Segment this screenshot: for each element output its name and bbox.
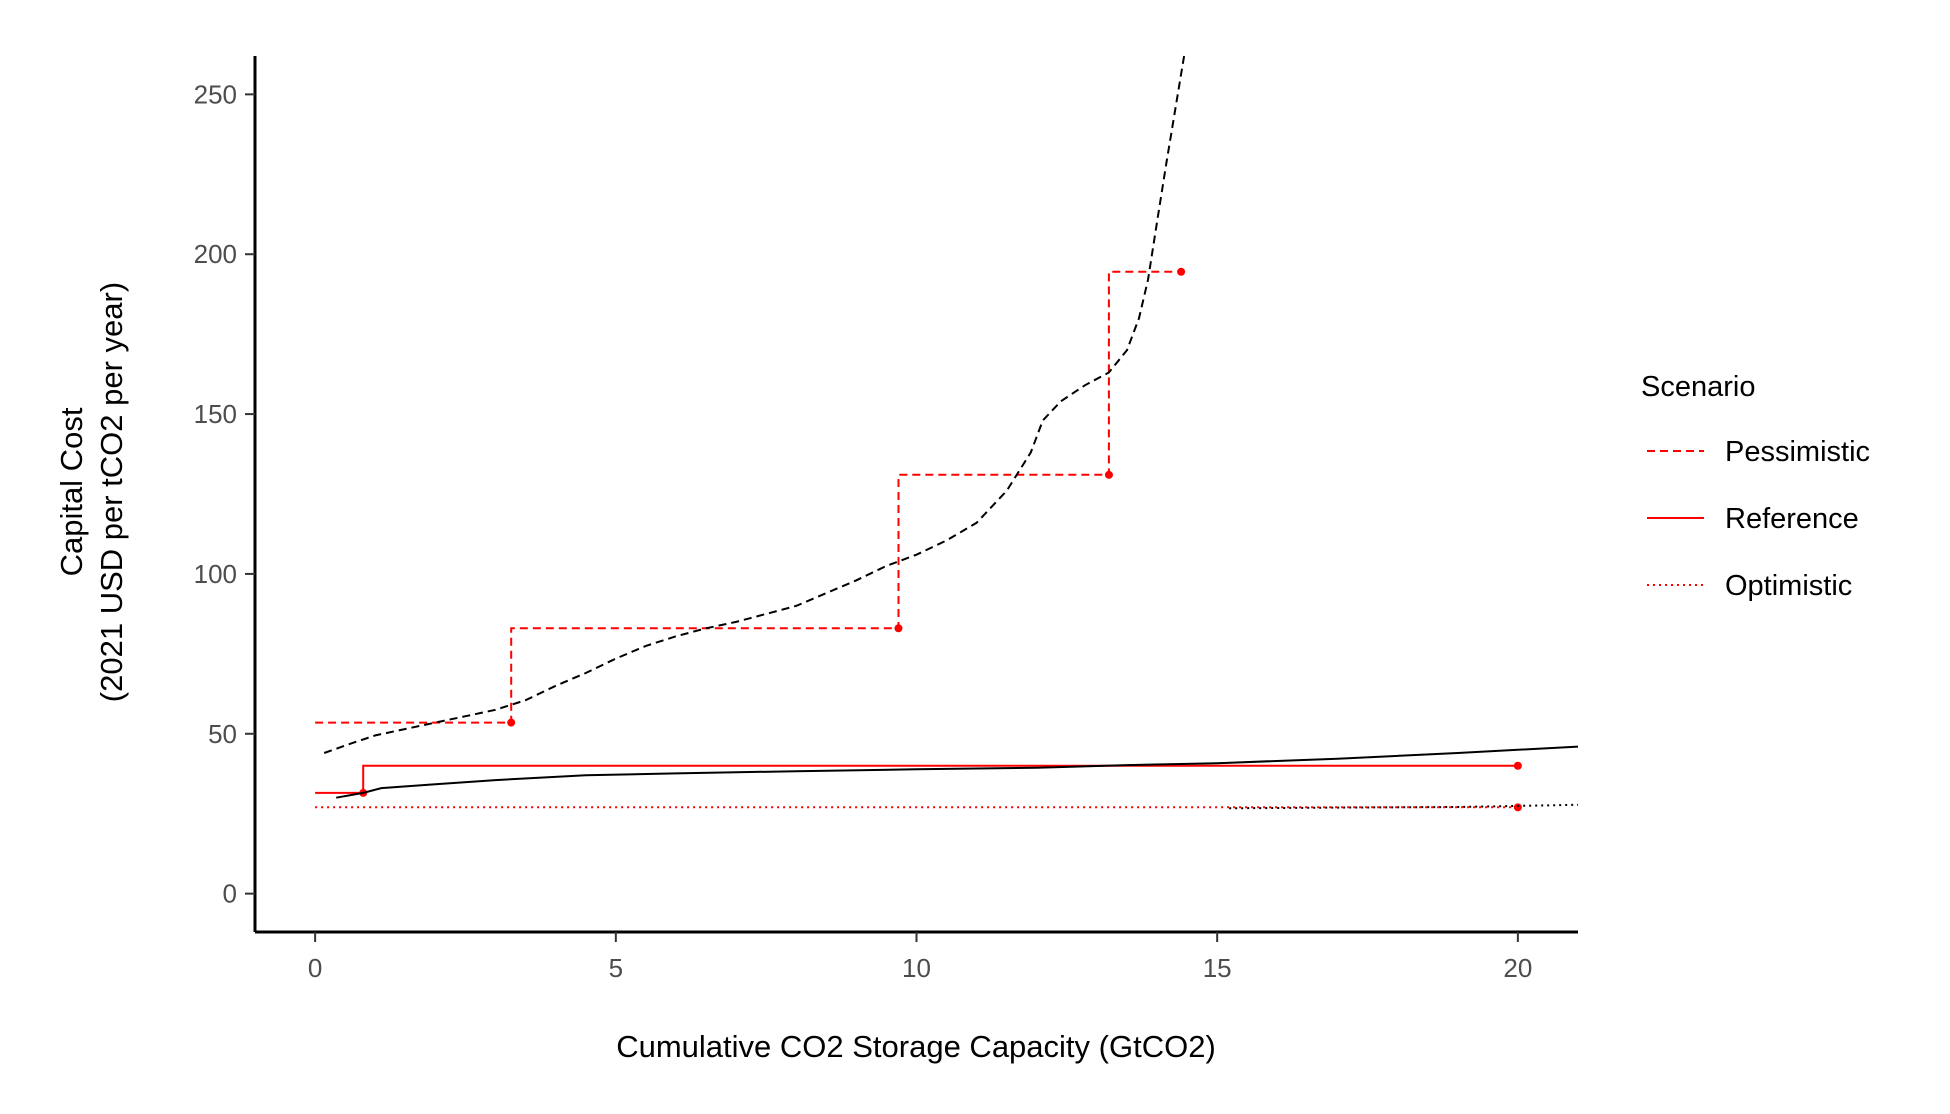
y-tick-label: 250 [194,79,237,109]
series-line-reference [315,764,1518,794]
y-axis-title-line-2: (2021 USD per tCO2 per year) [94,282,129,702]
data-point-pessimistic [1104,470,1113,479]
y-axis-title-line-1: Capital Cost [54,407,89,576]
data-point-pessimistic [507,718,516,727]
y-tick-label: 0 [223,879,237,909]
x-tick-label: 0 [308,953,322,983]
y-tick-label: 150 [194,399,237,429]
y-tick-label: 200 [194,239,237,269]
legend: Scenario Pessimistic Reference Optimisti… [1641,371,1870,602]
axes [253,56,1578,934]
plot-area [315,55,1579,812]
x-tick-label: 5 [609,953,623,983]
legend-label-optimistic: Optimistic [1725,570,1852,602]
y-tick-label: 50 [208,719,237,749]
legend-label-pessimistic: Pessimistic [1725,436,1870,468]
series-line-curve-5 [1229,803,1579,810]
data-point-pessimistic [894,624,903,633]
x-tick-label: 10 [902,953,931,983]
legend-entry-reference: Reference [1647,503,1859,535]
data-point-reference [1513,761,1522,770]
series-line-curve-4 [336,745,1579,799]
data-point-pessimistic [1177,267,1186,276]
x-tick-label: 20 [1503,953,1532,983]
legend-title: Scenario [1641,371,1755,403]
x-tick-label: 15 [1203,953,1232,983]
legend-entry-optimistic: Optimistic [1647,570,1852,602]
legend-entry-pessimistic: Pessimistic [1647,436,1870,468]
y-tick-label: 100 [194,559,237,589]
x-axis-title: Cumulative CO2 Storage Capacity (GtCO2) [616,1029,1216,1064]
series-line-curve-3 [323,55,1186,754]
data-point-optimistic [1513,803,1522,812]
series-line-pessimistic [315,270,1182,724]
y-axis-title: Capital Cost (2021 USD per tCO2 per year… [54,282,129,702]
legend-label-reference: Reference [1725,503,1859,535]
